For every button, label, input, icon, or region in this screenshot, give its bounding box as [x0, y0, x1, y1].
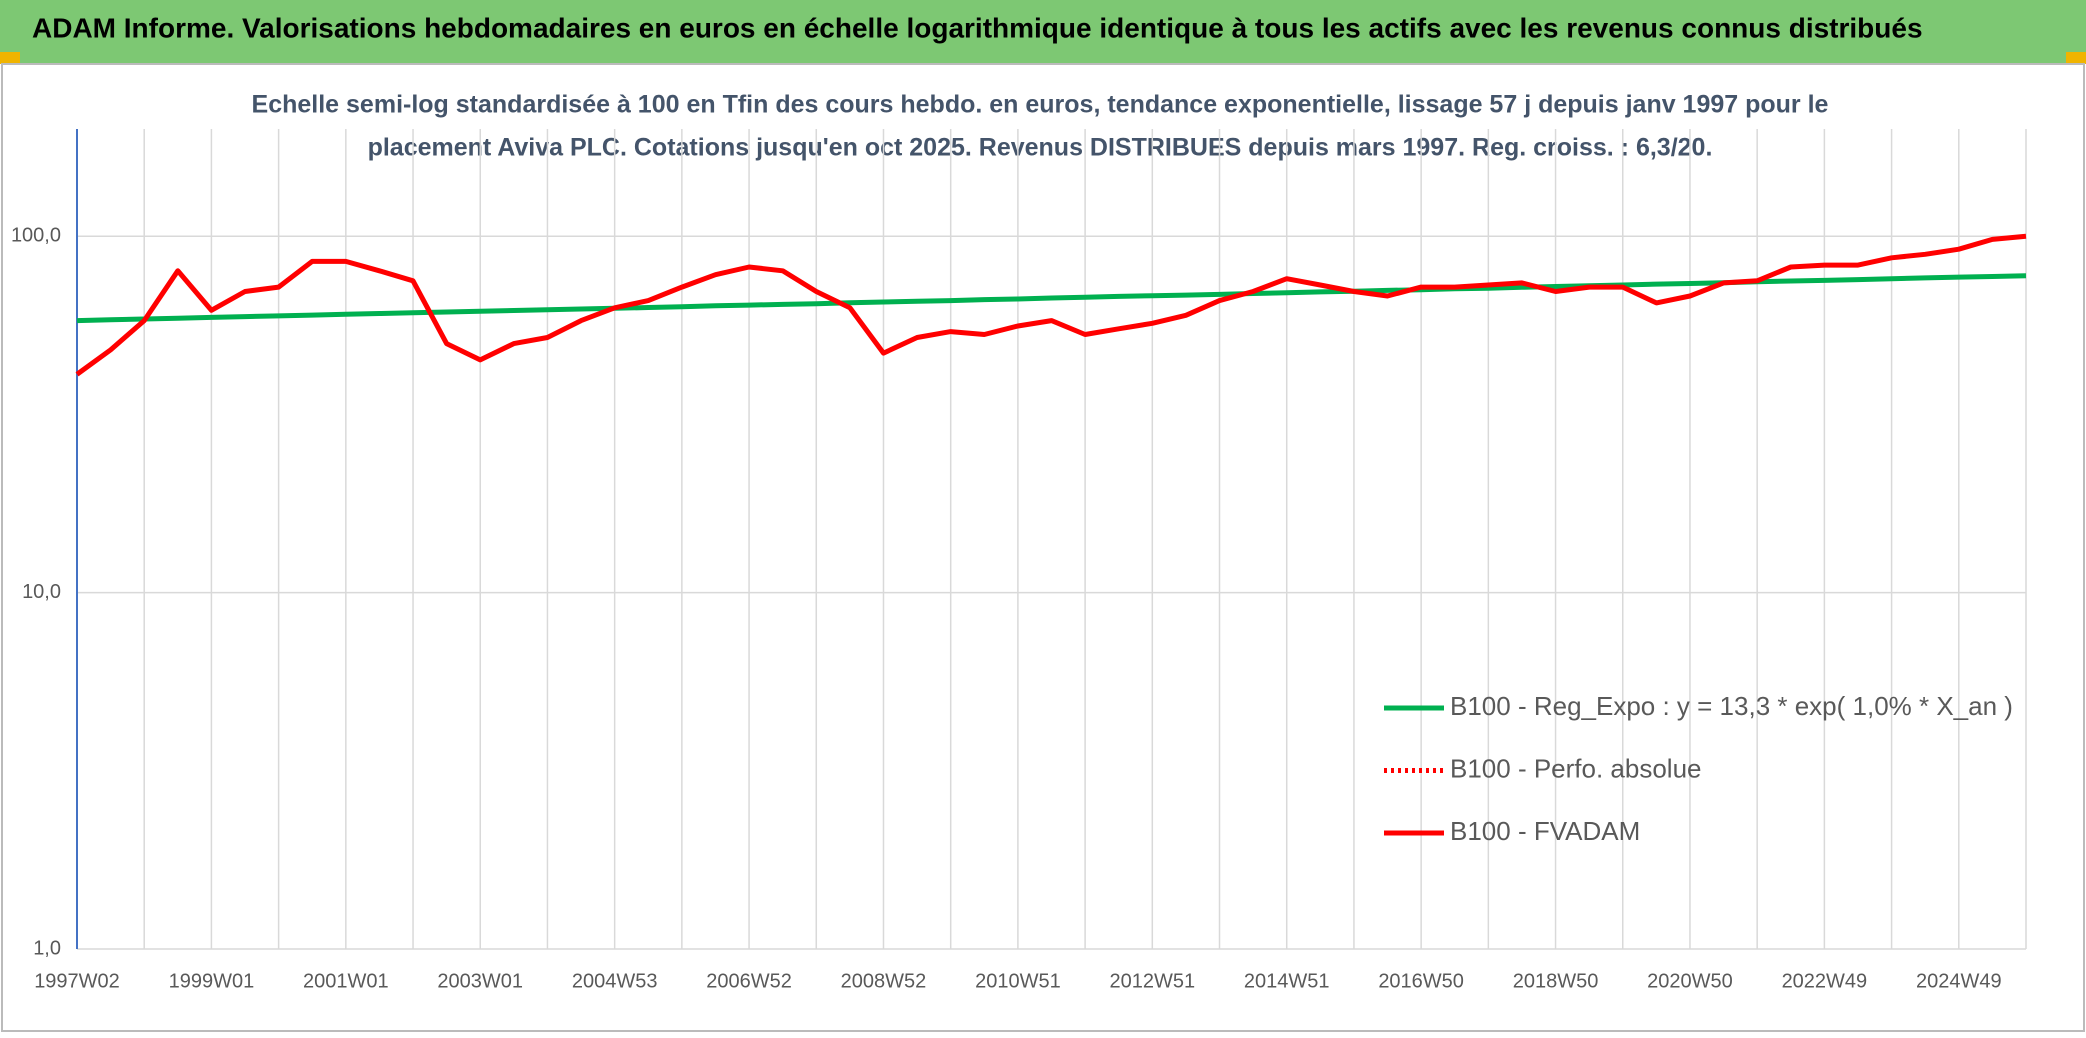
- x-tick-label: 2010W51: [975, 970, 1061, 992]
- page-title: ADAM Informe. Valorisations hebdomadaire…: [32, 12, 1923, 43]
- corner: [2066, 52, 2086, 64]
- corner: [0, 52, 20, 64]
- legend-label: B100 - FVADAM: [1450, 816, 1640, 846]
- y-tick-label: 1,0: [33, 937, 61, 959]
- y-tick-label: 10,0: [22, 581, 61, 603]
- legend-label: B100 - Reg_Expo : y = 13,3 * exp( 1,0% *…: [1450, 691, 2013, 721]
- header-bar: [0, 0, 2086, 64]
- series-line: [76, 273, 2027, 324]
- series-line: [75, 233, 2027, 377]
- subtitle: placement Aviva PLC. Cotations jusqu'en …: [368, 134, 1713, 162]
- x-tick-label: 1999W01: [169, 970, 255, 992]
- x-tick-label: 2020W50: [1647, 970, 1733, 992]
- x-tick-label: 2008W52: [841, 970, 927, 992]
- x-tick-label: 2001W01: [303, 970, 389, 992]
- x-tick-label: 2022W49: [1782, 970, 1868, 992]
- y-tick-label: 100,0: [11, 225, 61, 247]
- x-tick-label: 2016W50: [1378, 970, 1464, 992]
- x-tick-label: 2003W01: [437, 970, 523, 992]
- panel: [1, 63, 2085, 1032]
- x-tick-label: 2014W51: [1244, 970, 1330, 992]
- x-tick-label: 2018W50: [1513, 970, 1599, 992]
- x-tick-label: 2006W52: [706, 970, 792, 992]
- subtitle: Echelle semi-log standardisée à 100 en T…: [252, 91, 1829, 119]
- x-tick-label: 2012W51: [1109, 970, 1195, 992]
- x-tick-label: 2004W53: [572, 970, 658, 992]
- legend-label: B100 - Perfo. absolue: [1450, 753, 1702, 783]
- x-tick-label: 2024W49: [1916, 970, 2002, 992]
- x-tick-label: 1997W02: [34, 970, 120, 992]
